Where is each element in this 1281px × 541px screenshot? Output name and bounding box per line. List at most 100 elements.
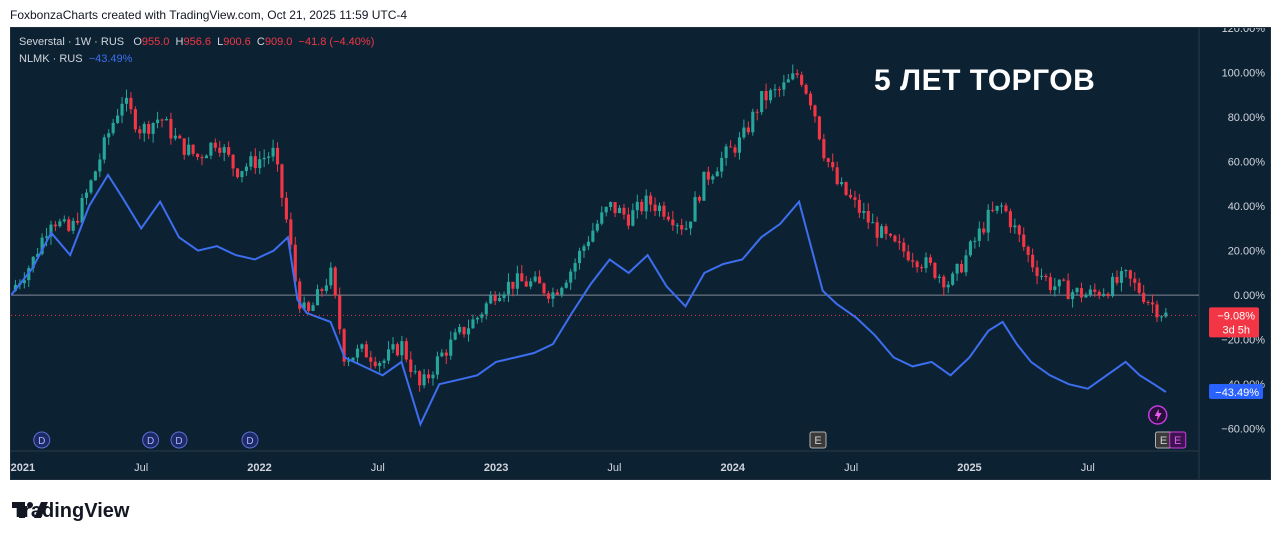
candle-body — [1079, 288, 1084, 298]
candle-body — [489, 295, 493, 304]
candle-body — [133, 109, 137, 130]
candle-body — [249, 156, 253, 167]
candle-body — [924, 257, 928, 269]
y-tick-label: 20.00% — [1228, 246, 1266, 258]
candle-body — [609, 202, 613, 208]
candle-body — [267, 156, 271, 158]
candle-body — [262, 157, 266, 160]
candle-body — [848, 194, 853, 198]
severstal-last-tag — [1209, 307, 1259, 338]
candle-body — [1035, 267, 1039, 277]
candle-body — [582, 246, 586, 251]
candle-body — [235, 168, 240, 178]
candle-body — [395, 344, 399, 356]
candle-body — [404, 341, 408, 360]
candle-body — [844, 182, 848, 195]
candle-body — [640, 201, 644, 212]
candle-body — [729, 146, 733, 148]
candle-body — [577, 250, 582, 264]
dividend-icon-label: D — [175, 436, 182, 447]
candle-body — [871, 222, 875, 224]
candle-body — [622, 207, 626, 215]
candle-body — [680, 225, 684, 230]
candle-body — [840, 182, 844, 185]
y-tick-label: 120.00% — [1222, 28, 1266, 35]
legend-compare-symbol[interactable]: NLMK · RUS — [19, 53, 83, 65]
candle-body — [720, 157, 724, 172]
candle-body — [591, 230, 595, 242]
candle-body — [933, 262, 937, 278]
legend-open-value: 955.0 — [141, 36, 170, 48]
legend-change-value: −41.8 (−4.40%) — [298, 36, 375, 48]
candle-body — [378, 363, 382, 367]
candle-body — [1031, 254, 1035, 268]
candle-body — [942, 276, 946, 288]
candle-body — [1106, 293, 1110, 297]
candle-body — [893, 235, 897, 242]
x-tick-label: 2024 — [721, 462, 746, 474]
candle-body — [915, 261, 919, 268]
candle-body — [169, 118, 173, 139]
earnings-icon-label: E — [1174, 435, 1181, 447]
candle-body — [875, 222, 879, 238]
candle-body — [347, 360, 351, 362]
candle-body — [413, 371, 417, 373]
candle-body — [813, 105, 817, 117]
legend-low-value: 900.6 — [223, 36, 251, 48]
candle-body — [693, 197, 697, 222]
candle-body — [1155, 304, 1159, 318]
candle-body — [653, 204, 657, 212]
y-tick-label: −20.00% — [1221, 335, 1265, 347]
candle-body — [1075, 288, 1079, 293]
candle-body — [200, 157, 204, 159]
candle-body — [449, 339, 453, 356]
candle-body — [1102, 293, 1106, 296]
candle-body — [1004, 205, 1008, 212]
candle-body — [435, 356, 439, 375]
candle-body — [93, 171, 97, 181]
candle-body — [897, 241, 901, 243]
candle-body — [746, 127, 750, 133]
price-chart[interactable]: 120.00% 100.00% 80.00% 60.00% 40.00% 20.00% 0.… — [11, 28, 1271, 480]
candle-body — [946, 284, 950, 288]
candle-body — [768, 90, 773, 101]
candle-body — [307, 302, 311, 311]
candle-body — [786, 79, 790, 83]
candle-body — [991, 209, 995, 211]
candle-body — [1071, 292, 1075, 300]
candle-body — [440, 352, 444, 357]
candle-body — [857, 199, 861, 213]
chart-attribution: FoxbonzaCharts created with TradingView.… — [10, 8, 408, 22]
candle-body — [320, 289, 324, 291]
candle-body — [675, 225, 679, 227]
candle-body — [400, 341, 404, 356]
candle-body — [982, 228, 986, 233]
candle-body — [466, 328, 471, 335]
legend-symbol[interactable]: Severstal · 1W · RUS — [19, 36, 125, 48]
candle-body — [964, 255, 968, 273]
candle-body — [524, 281, 528, 287]
candle-body — [520, 273, 524, 282]
candle-body — [533, 276, 537, 282]
candle-body — [1057, 279, 1061, 287]
tradingview-logo[interactable]: TradingView — [12, 500, 129, 523]
candle-body — [506, 281, 511, 295]
earnings-icon — [1169, 431, 1187, 449]
candle-body — [826, 158, 830, 163]
legend-high-value: 956.6 — [183, 36, 212, 48]
candle-body — [196, 153, 200, 158]
x-tick-label: Jul — [371, 462, 385, 474]
candle-body — [1137, 282, 1141, 293]
candle-body — [951, 273, 955, 285]
candle-body — [76, 220, 80, 223]
candle-body — [862, 210, 866, 213]
chart-area[interactable]: 120.00% 100.00% 80.00% 60.00% 40.00% 20.00% 0.… — [10, 27, 1271, 480]
candle-body — [1124, 270, 1128, 272]
candle-body — [129, 97, 133, 110]
candle-body — [1013, 225, 1017, 228]
candle-body — [138, 129, 142, 134]
candle-body — [764, 91, 768, 101]
lightning-icon-bolt — [1154, 409, 1162, 421]
candle-body — [1062, 279, 1066, 281]
candle-body — [187, 144, 191, 155]
